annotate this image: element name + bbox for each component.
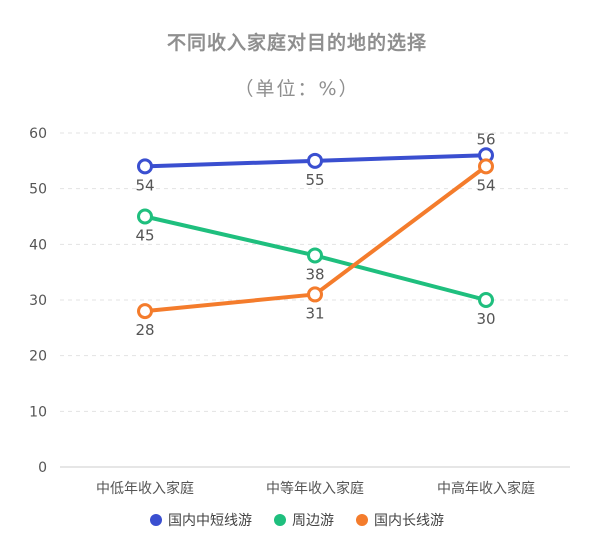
chart-title: 不同收入家庭对目的地的选择: [166, 32, 427, 54]
data-label: 54: [476, 176, 495, 194]
data-point: [478, 292, 494, 308]
x-tick-label: 中高年收入家庭: [437, 480, 535, 497]
legend-label-domestic-short: 国内中短线游: [168, 513, 252, 529]
data-point: [137, 303, 153, 320]
data-label: 38: [305, 265, 324, 283]
data-label: 30: [476, 310, 495, 328]
legend-marker-nearby: [274, 514, 286, 526]
data-point: [307, 286, 323, 303]
legend-marker-domestic-long: [356, 514, 368, 526]
legend-item-nearby[interactable]: 周边游: [274, 510, 334, 530]
data-point: [307, 152, 323, 169]
legend-item-domestic-short[interactable]: 国内中短线游: [150, 510, 252, 530]
data-label: 31: [305, 304, 324, 322]
x-tick-label: 中低年收入家庭: [96, 480, 194, 497]
data-point: [307, 247, 323, 264]
y-tick-label: 20: [29, 349, 47, 365]
y-tick-label: 10: [29, 404, 47, 420]
data-label: 28: [135, 321, 154, 339]
data-point: [137, 158, 153, 175]
legend-label-domestic-long: 国内长线游: [374, 513, 444, 529]
data-label: 55: [305, 171, 324, 189]
chart-subtitle: （单位：%）: [234, 78, 360, 100]
y-tick-label: 0: [38, 460, 47, 476]
legend-item-domestic-long[interactable]: 国内长线游: [356, 510, 444, 530]
data-point: [478, 158, 494, 175]
x-tick-label: 中等年收入家庭: [266, 480, 364, 497]
y-tick-label: 60: [29, 126, 47, 142]
y-tick-label: 40: [29, 237, 47, 253]
chart-legend: 国内中短线游 周边游 国内长线游: [0, 510, 594, 530]
data-point: [137, 208, 153, 225]
y-tick-label: 50: [29, 182, 47, 198]
data-label: 54: [135, 176, 154, 194]
data-label: 45: [135, 227, 154, 245]
legend-marker-domestic-short: [150, 514, 162, 526]
data-label: 56: [476, 130, 495, 148]
y-tick-label: 30: [29, 293, 47, 309]
legend-label-nearby: 周边游: [292, 513, 334, 529]
